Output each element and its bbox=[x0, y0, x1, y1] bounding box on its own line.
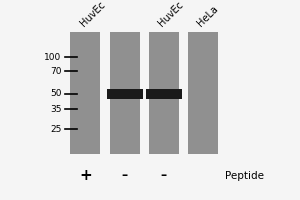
Bar bbox=[148, 32, 178, 154]
Bar bbox=[188, 32, 218, 154]
Bar bbox=[110, 32, 140, 154]
Text: 100: 100 bbox=[44, 52, 62, 62]
Text: 25: 25 bbox=[50, 124, 61, 134]
Text: HuvEc: HuvEc bbox=[78, 0, 107, 28]
Text: 50: 50 bbox=[50, 90, 61, 98]
Text: HuvEc: HuvEc bbox=[156, 0, 185, 28]
Text: Peptide: Peptide bbox=[225, 171, 264, 181]
Text: HeLa: HeLa bbox=[195, 3, 220, 28]
Text: –: – bbox=[160, 170, 166, 182]
Bar bbox=[146, 89, 182, 99]
Text: 70: 70 bbox=[50, 66, 61, 75]
Text: +: + bbox=[79, 168, 92, 184]
Bar bbox=[70, 32, 101, 154]
Text: –: – bbox=[122, 170, 128, 182]
Text: 35: 35 bbox=[50, 105, 61, 114]
Bar bbox=[106, 89, 142, 99]
